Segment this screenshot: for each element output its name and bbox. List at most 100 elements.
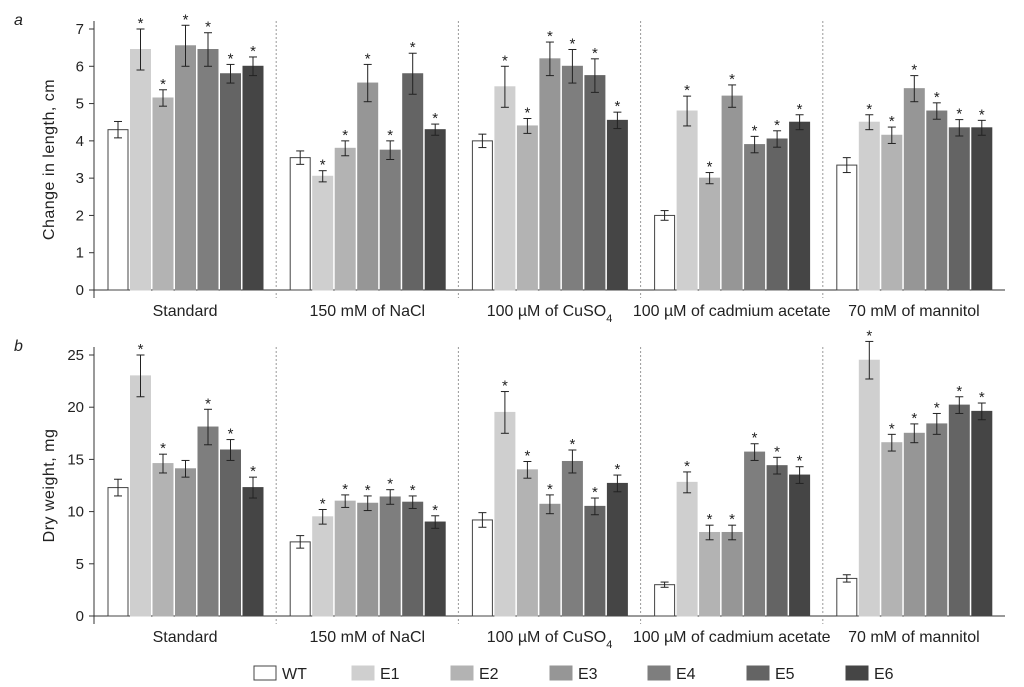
bar [152,463,174,617]
bar [175,468,196,617]
bar [402,73,424,291]
x-category-label: 100 µM of CuSO4 [487,303,613,325]
bar [334,147,356,291]
significance-star: * [592,484,598,501]
significance-star: * [797,101,803,118]
significance-star: * [797,453,803,470]
significance-star: * [729,511,735,528]
x-category-label: Standard [153,303,218,320]
bar [561,460,583,617]
bar [606,482,628,617]
significance-star: * [956,106,962,123]
significance-star: * [320,496,326,513]
y-tick-label: 0 [76,282,84,299]
significance-star: * [614,461,620,478]
significance-star: * [432,502,438,519]
significance-star: * [228,50,234,67]
bar [699,531,721,617]
legend-swatch [351,665,375,681]
y-tick-label: 5 [76,556,84,573]
significance-star: * [774,443,780,460]
significance-star: * [774,117,780,134]
bar [971,127,993,291]
bar [471,140,493,291]
bar [424,521,446,617]
legend-label: E1 [380,666,400,683]
legend-swatch [549,665,573,681]
y-tick-label: 7 [76,21,84,38]
bar [494,86,516,291]
bar [242,65,264,291]
legend-swatch [845,665,869,681]
bar [175,45,196,291]
significance-star: * [569,36,575,53]
bar [220,449,241,617]
significance-star: * [614,98,620,115]
y-tick-label: 25 [67,347,84,364]
legend-swatch [746,665,770,681]
significance-star: * [342,481,348,498]
bar [539,58,561,291]
significance-star: * [365,50,371,67]
y-tick-label: 1 [76,245,84,262]
significance-star: * [250,463,256,480]
bar [744,451,766,617]
bar [948,404,970,617]
legend-label: E5 [775,666,795,683]
bar [107,129,129,291]
bar [584,505,606,617]
y-tick-label: 10 [67,504,84,521]
significance-star: * [410,39,416,56]
significance-star: * [866,101,872,118]
significance-star: * [934,89,940,106]
legend-label: E2 [479,666,499,683]
panel-label: a [14,12,23,29]
legend-swatch [253,665,277,681]
bar [312,516,334,617]
legend-label: E3 [578,666,598,683]
y-tick-label: 3 [76,170,84,187]
significance-star: * [432,110,438,127]
bar [494,411,516,617]
significance-star: * [889,420,895,437]
significance-star: * [707,159,713,176]
bar [881,442,903,617]
significance-star: * [752,122,758,139]
bar [971,410,993,617]
x-category-label: 100 µM of cadmium acetate [633,629,831,646]
bar [676,481,698,617]
x-category-label: 100 µM of CuSO4 [487,629,613,651]
significance-star: * [138,341,144,358]
significance-star: * [387,476,393,493]
significance-star: * [205,19,211,36]
panel-b-chart: b Dry weight, mg 0 5 10 15 20 25 Standard 150 mM … [14,327,1005,651]
bar [606,119,628,291]
significance-star: * [592,45,598,62]
significance-star: * [138,15,144,32]
bar [948,127,970,291]
legend-swatch [647,665,671,681]
bar [516,469,538,617]
bar [676,110,698,291]
y-tick-label: 4 [76,133,84,150]
bar [357,502,379,617]
bar [539,503,561,617]
significance-star: * [228,426,234,443]
significance-star: * [729,71,735,88]
x-category-label: Standard [153,629,218,646]
x-category-label: 150 mM of NaCl [310,303,426,320]
bar [220,73,241,291]
x-category-label: 70 mM of mannitol [848,629,980,646]
bar [836,164,858,291]
bar [881,134,903,291]
significance-star: * [365,482,371,499]
x-category-label: 150 mM of NaCl [310,629,426,646]
bar [471,519,493,617]
significance-star: * [547,28,553,45]
significance-star: * [205,395,211,412]
y-tick-label: 15 [67,451,84,468]
bar [130,375,151,617]
bar [312,175,334,291]
y-axis-title: Dry weight, mg [41,429,58,543]
significance-star: * [979,389,985,406]
